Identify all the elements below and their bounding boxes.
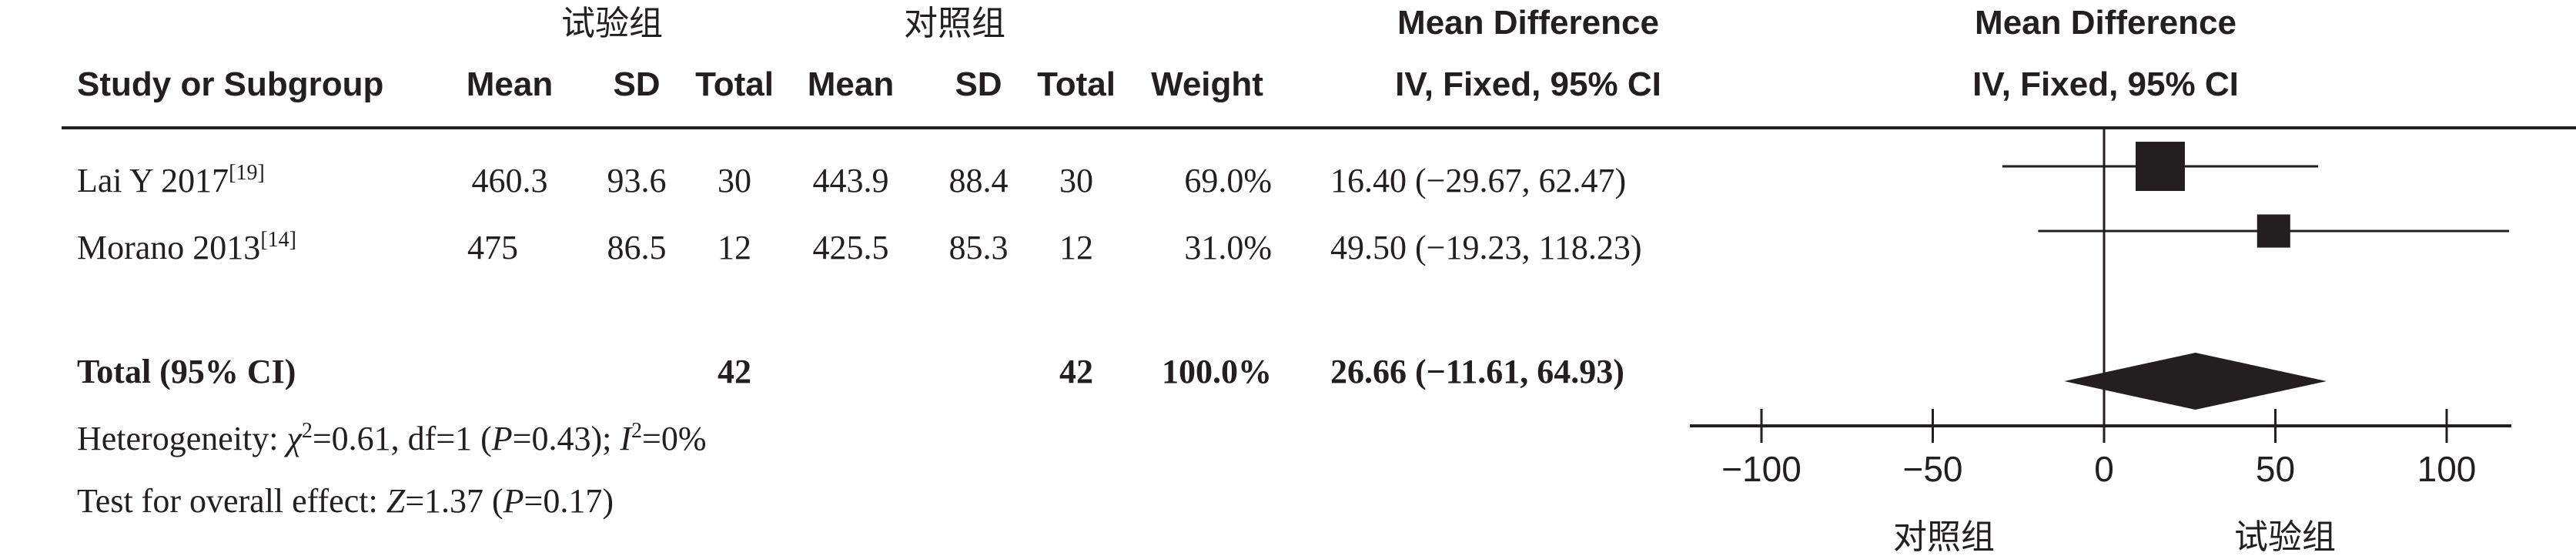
study-1-square [2136, 142, 2185, 191]
total-label: Total (95% CI) [77, 353, 296, 390]
study-2-c-total: 12 [1059, 229, 1093, 266]
total-weight: 100.0% [1162, 353, 1272, 390]
axis-right-label: 试验组 [2234, 517, 2336, 556]
study-2-t-sd: 86.5 [607, 229, 667, 266]
study-1-t-mean: 460.3 [472, 162, 548, 199]
study-1-c-total: 30 [1059, 162, 1093, 199]
study-2-weight: 31.0% [1184, 229, 1272, 266]
col-c-sd: SD [955, 65, 1002, 103]
md-header-line1: Mean Difference [1397, 4, 1659, 42]
plot-header-line1: Mean Difference [1975, 4, 2236, 42]
study-1-t-total: 30 [718, 162, 751, 199]
col-t-sd: SD [613, 65, 660, 103]
axis-left-label: 对照组 [1893, 517, 1995, 556]
col-study: Study or Subgroup [77, 65, 383, 103]
col-c-mean: Mean [808, 65, 894, 103]
study-2-c-mean: 425.5 [813, 229, 889, 266]
col-t-total: Total [695, 65, 774, 103]
study-1-c-mean: 443.9 [813, 162, 889, 199]
col-c-total: Total [1037, 65, 1116, 103]
study-2-square [2257, 214, 2290, 248]
treatment-group-header: 试验组 [561, 4, 663, 43]
total-ci: 26.66 (−11.61, 64.93) [1330, 353, 1624, 390]
x-tick-label-3: 50 [2256, 449, 2295, 489]
overall-effect-text: Test for overall effect: Z=1.37 (P=0.17) [77, 482, 614, 520]
study-1-weight: 69.0% [1184, 162, 1272, 199]
study-2-t-mean: 475 [467, 229, 518, 266]
x-tick-label-1: −50 [1902, 449, 1962, 489]
x-tick-label-2: 0 [2094, 449, 2114, 489]
heterogeneity-text: Heterogeneity: χ2=0.61, df=1 (P=0.43); I… [77, 419, 706, 457]
total-t-total: 42 [718, 353, 751, 390]
x-tick-label-0: −100 [1721, 449, 1802, 489]
study-1-c-sd: 88.4 [949, 162, 1009, 199]
study-1-name: Lai Y 2017[19] [77, 161, 265, 199]
pooled-diamond [2064, 353, 2327, 410]
total-c-total: 42 [1059, 353, 1093, 390]
plot-header-line2: IV, Fixed, 95% CI [1972, 65, 2239, 103]
col-weight: Weight [1151, 65, 1263, 103]
forest-plot-area: −100 −50 0 50 100 [1690, 128, 2511, 489]
x-tick-label-4: 100 [2417, 449, 2477, 489]
control-group-header: 对照组 [904, 4, 1005, 43]
study-1-t-sd: 93.6 [607, 162, 667, 199]
col-t-mean: Mean [467, 65, 553, 103]
md-header-line2: IV, Fixed, 95% CI [1395, 65, 1661, 103]
study-1-ci: 16.40 (−29.67, 62.47) [1330, 162, 1626, 199]
study-2-c-sd: 85.3 [949, 229, 1009, 266]
study-2-ci: 49.50 (−19.23, 118.23) [1330, 229, 1642, 266]
study-2-name: Morano 2013[14] [77, 228, 296, 266]
study-2-t-total: 12 [718, 229, 751, 266]
